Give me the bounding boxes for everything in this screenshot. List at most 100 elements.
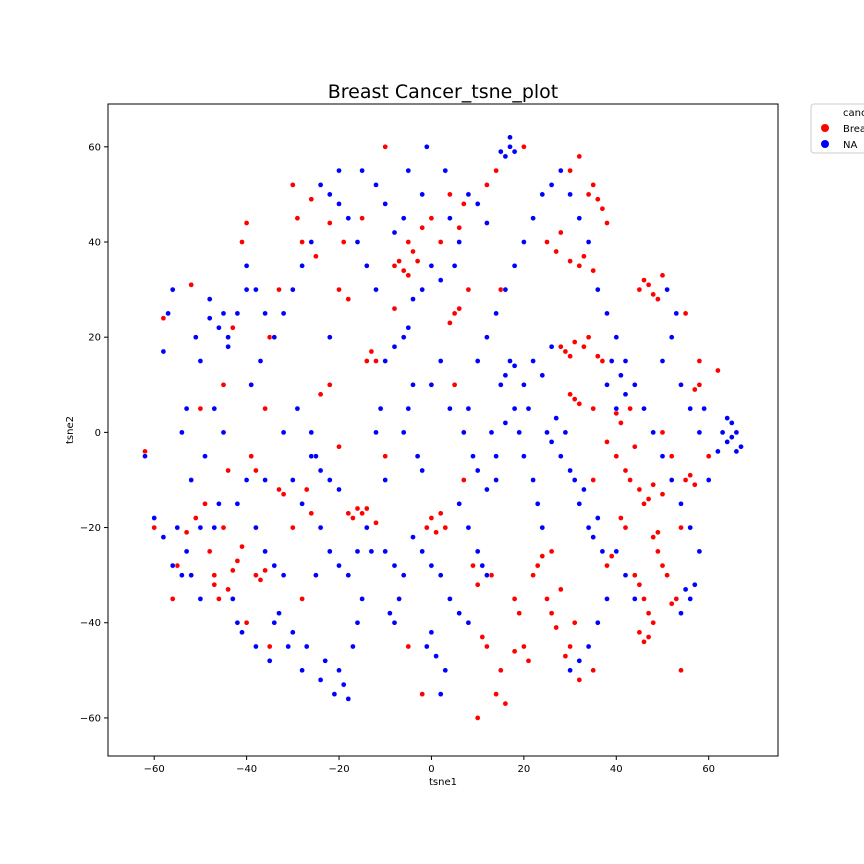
data-point (728, 420, 735, 426)
data-point (188, 477, 195, 483)
y-axis-label: tsne2 (65, 416, 76, 444)
data-point (668, 453, 675, 460)
data-point (206, 315, 213, 322)
data-point (622, 572, 629, 579)
data-point (655, 529, 661, 536)
data-point (544, 239, 550, 245)
data-point (354, 505, 361, 512)
data-point (567, 258, 573, 264)
data-point (507, 134, 513, 141)
data-point (160, 534, 167, 540)
data-point (326, 381, 333, 388)
data-point (336, 667, 342, 674)
data-point (225, 467, 231, 474)
data-point (484, 334, 490, 341)
data-point (521, 239, 527, 245)
data-point (599, 548, 606, 555)
data-point (266, 657, 273, 664)
y-axis-ticks: −60 −40 −20 0 20 40 60 (80, 142, 108, 724)
data-point (391, 305, 398, 312)
data-point (539, 524, 546, 531)
data-point (553, 415, 560, 421)
data-point (590, 534, 597, 540)
data-point (243, 220, 250, 226)
data-point (511, 262, 518, 269)
data-point (659, 453, 666, 460)
data-point (705, 477, 712, 483)
data-point (303, 643, 310, 650)
data-point (571, 477, 578, 483)
data-point (636, 581, 643, 588)
data-point (571, 619, 578, 626)
data-point (437, 358, 444, 364)
data-point (308, 453, 315, 460)
data-point (678, 610, 684, 617)
data-point (571, 396, 578, 402)
data-point (631, 443, 638, 450)
data-point (229, 324, 236, 331)
data-point (557, 167, 564, 174)
data-point (594, 619, 601, 626)
data-point (474, 581, 481, 588)
data-point (474, 715, 481, 721)
data-point (557, 453, 564, 460)
data-point (405, 324, 412, 331)
data-point (414, 258, 421, 264)
data-point (225, 343, 231, 350)
data-point (437, 572, 444, 579)
x-tick-label: 60 (702, 764, 715, 775)
data-point (530, 477, 536, 483)
data-point (613, 453, 620, 460)
data-point (373, 286, 379, 293)
data-point (391, 343, 398, 350)
data-point (678, 500, 684, 507)
data-point (678, 667, 684, 674)
data-point (183, 405, 190, 412)
data-point (641, 596, 647, 602)
data-point (391, 562, 398, 569)
data-point (474, 467, 481, 474)
data-point (521, 143, 527, 150)
data-point (659, 491, 666, 498)
data-point (493, 477, 499, 483)
data-point (701, 405, 707, 412)
y-tick-label: 0 (95, 428, 101, 439)
x-tick-label: 0 (428, 764, 434, 775)
data-point (220, 310, 227, 317)
data-point (696, 381, 703, 388)
data-point (594, 353, 601, 360)
data-point (502, 700, 509, 707)
data-point (410, 381, 416, 388)
data-point (576, 677, 583, 683)
x-axis-label: tsne1 (429, 777, 457, 788)
data-point (562, 653, 569, 659)
data-point (465, 524, 472, 531)
data-point (604, 439, 610, 445)
data-point (696, 358, 703, 364)
data-point (451, 262, 458, 269)
data-point (581, 486, 587, 493)
data-point (345, 215, 352, 222)
data-point (276, 486, 282, 493)
data-point (253, 524, 259, 531)
data-point (530, 358, 536, 364)
data-point (428, 515, 435, 521)
data-point (289, 286, 296, 293)
data-point (368, 548, 375, 555)
data-point (313, 572, 319, 579)
data-point (576, 500, 583, 507)
data-point (613, 405, 620, 412)
x-tick-label: −60 (144, 764, 165, 775)
data-point (678, 524, 684, 531)
data-point (636, 486, 643, 493)
data-point (567, 667, 573, 674)
data-point (581, 253, 587, 260)
data-point (645, 281, 652, 288)
data-point (724, 415, 731, 421)
data-point (622, 358, 629, 364)
data-point (594, 515, 601, 521)
data-point (576, 215, 583, 222)
data-point (206, 548, 213, 555)
plot-area-frame (107, 103, 779, 757)
data-point (197, 358, 204, 364)
